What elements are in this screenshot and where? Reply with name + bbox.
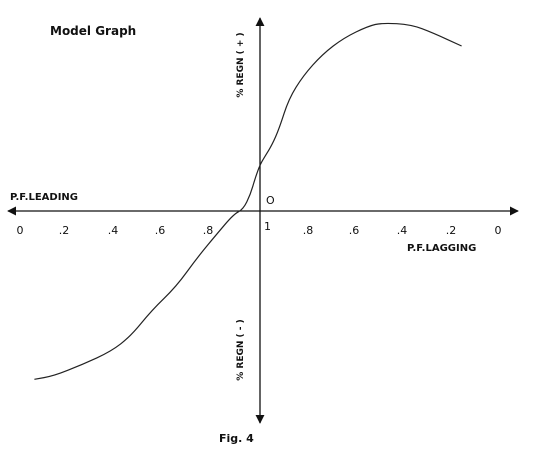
regulation-curve-group: [34, 22, 462, 380]
chart-title: Model Graph: [50, 24, 136, 38]
left-tick-label: 0: [17, 224, 24, 237]
origin-label: O: [266, 194, 275, 207]
left-tick-label: .2: [59, 224, 70, 237]
left-tick-label: .6: [155, 224, 166, 237]
x-axis-label-lagging: P.F.LAGGING: [407, 243, 476, 254]
right-tick-label: .2: [446, 224, 457, 237]
y-axis-label-positive: % REGN ( + ): [236, 32, 246, 97]
right-tick-label: .8: [303, 224, 314, 237]
y-axis-label-negative: % REGN ( - ): [236, 319, 246, 381]
right-tick-label: .4: [397, 224, 408, 237]
figure-caption: Fig. 4: [219, 432, 254, 445]
left-tick-labels: 0 .2 .4 .6 .8: [17, 224, 214, 237]
right-tick-label: .6: [349, 224, 360, 237]
center-tick-label: 1: [264, 220, 271, 233]
right-tick-label: 0: [495, 224, 502, 237]
left-tick-label: .8: [203, 224, 214, 237]
right-tick-labels: .8 .6 .4 .2 0: [303, 224, 502, 237]
left-tick-label: .4: [108, 224, 119, 237]
regulation-curve: [34, 22, 462, 380]
x-axis-label-leading: P.F.LEADING: [10, 192, 78, 203]
